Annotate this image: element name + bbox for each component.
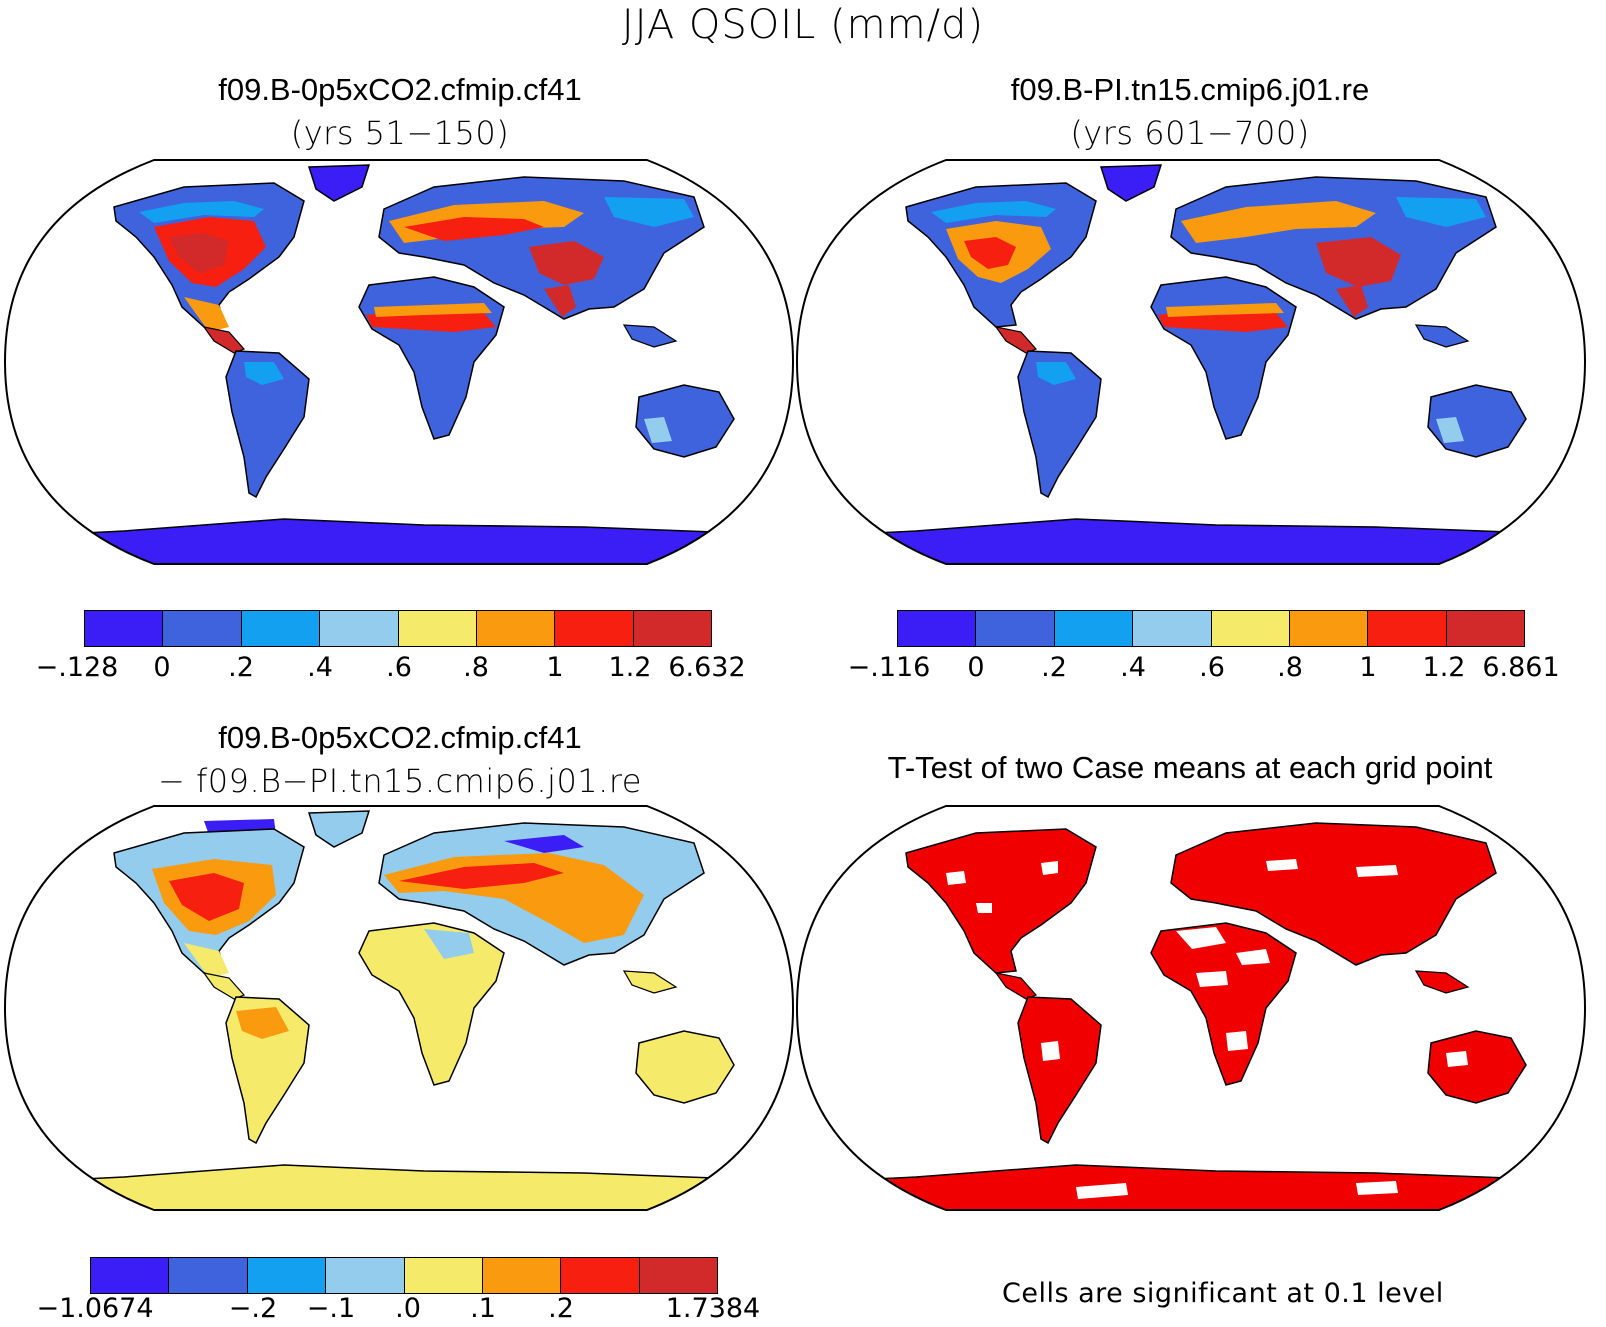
colorbar-2-bin-5 (1211, 611, 1290, 646)
colorbar-1-tick-label: −.128 (35, 652, 119, 683)
colorbar-1-tick-label: .4 (307, 652, 333, 683)
colorbar-1-bin-3 (241, 611, 321, 646)
map-panel-4 (795, 805, 1587, 1211)
colorbar-2-bin-4 (1133, 611, 1212, 646)
colorbar-1-tick-label: 1 (546, 652, 564, 683)
panel-2-title: f09.B-PI.tn15.cmip6.j01.re (1010, 72, 1370, 107)
colorbar-2-tick-label: 1 (1359, 652, 1377, 683)
colorbar-3-bin-1 (91, 1258, 170, 1293)
map-4-border (795, 805, 1587, 1211)
panel-3-subtitle: − f09.B−PI.tn15.cmip6.j01.re (158, 762, 642, 800)
colorbar-1-tick-label: 6.632 (668, 652, 746, 683)
figure-title: JJA QSOIL (mm/d) (621, 2, 985, 48)
colorbar-1-tick-label: 0 (153, 652, 171, 683)
colorbar-3-tick-label: .0 (395, 1293, 421, 1324)
colorbar-1-bin-1 (85, 611, 164, 646)
map-panel-1 (3, 159, 795, 565)
colorbar-2-bin-7 (1368, 611, 1447, 646)
colorbar-3-tick-label: −.2 (228, 1293, 278, 1324)
colorbar-1-tick-label: 1.2 (608, 652, 652, 683)
colorbar-3-tick-label: .2 (548, 1293, 574, 1324)
panel-1-subtitle: (yrs 51−150) (290, 114, 510, 152)
colorbar-3-tick-label: .1 (470, 1293, 496, 1324)
map-2-land (797, 164, 1585, 564)
colorbar-2 (897, 610, 1525, 647)
panel-2-subtitle: (yrs 601−700) (1070, 114, 1310, 152)
map-1-border (3, 159, 795, 565)
colorbar-2-bin-2 (976, 611, 1055, 646)
colorbar-1-tick-label: .2 (228, 652, 254, 683)
colorbar-2-bin-8 (1446, 611, 1524, 646)
colorbar-1-bin-6 (476, 611, 556, 646)
colorbar-2-bin-3 (1054, 611, 1134, 646)
colorbar-1-tick-label: .6 (386, 652, 412, 683)
map-panel-3 (3, 805, 795, 1211)
colorbar-1-bin-5 (398, 611, 477, 646)
panel-1-title: f09.B-0p5xCO2.cfmip.cf41 (218, 72, 582, 107)
panel-4-title: T-Test of two Case means at each grid po… (887, 750, 1493, 785)
map-panel-2 (795, 159, 1587, 565)
colorbar-1-bin-2 (163, 611, 242, 646)
map-3-land (5, 810, 793, 1210)
colorbar-3-bin-5 (404, 1258, 483, 1293)
colorbar-2-tick-label: .8 (1277, 652, 1303, 683)
colorbar-1-bin-7 (555, 611, 634, 646)
colorbar-2-tick-label: −.116 (847, 652, 931, 683)
colorbar-3-tick-label: −1.0674 (36, 1293, 154, 1324)
colorbar-3-bin-8 (639, 1258, 717, 1293)
significance-footnote: Cells are significant at 0.1 level (1002, 1278, 1444, 1309)
colorbar-3-tick-label: −.1 (306, 1293, 356, 1324)
colorbar-2-bin-6 (1289, 611, 1369, 646)
colorbar-2-tick-label: 6.861 (1482, 652, 1560, 683)
colorbar-3-bin-6 (482, 1258, 562, 1293)
colorbar-2-tick-label: .2 (1041, 652, 1067, 683)
colorbar-3 (90, 1257, 718, 1294)
colorbar-1 (84, 610, 712, 647)
colorbar-3-bin-7 (561, 1258, 640, 1293)
map-2-border (795, 159, 1587, 565)
colorbar-2-tick-label: 1.2 (1422, 652, 1466, 683)
colorbar-3-bin-2 (169, 1258, 248, 1293)
colorbar-1-tick-label: .8 (463, 652, 489, 683)
colorbar-1-bin-4 (320, 611, 399, 646)
colorbar-2-bin-1 (898, 611, 977, 646)
colorbar-3-bin-3 (247, 1258, 327, 1293)
colorbar-2-tick-label: .6 (1199, 652, 1225, 683)
panel-3-title: f09.B-0p5xCO2.cfmip.cf41 (218, 720, 582, 755)
map-1-land (5, 164, 793, 564)
map-4-land (797, 822, 1585, 1210)
colorbar-3-tick-label: 1.7384 (665, 1293, 761, 1324)
map-3-border (3, 805, 795, 1211)
colorbar-1-bin-8 (633, 611, 711, 646)
colorbar-2-tick-label: 0 (967, 652, 985, 683)
colorbar-3-bin-4 (326, 1258, 405, 1293)
map-4-insignificant-cells (946, 859, 1468, 1199)
colorbar-2-tick-label: .4 (1120, 652, 1146, 683)
